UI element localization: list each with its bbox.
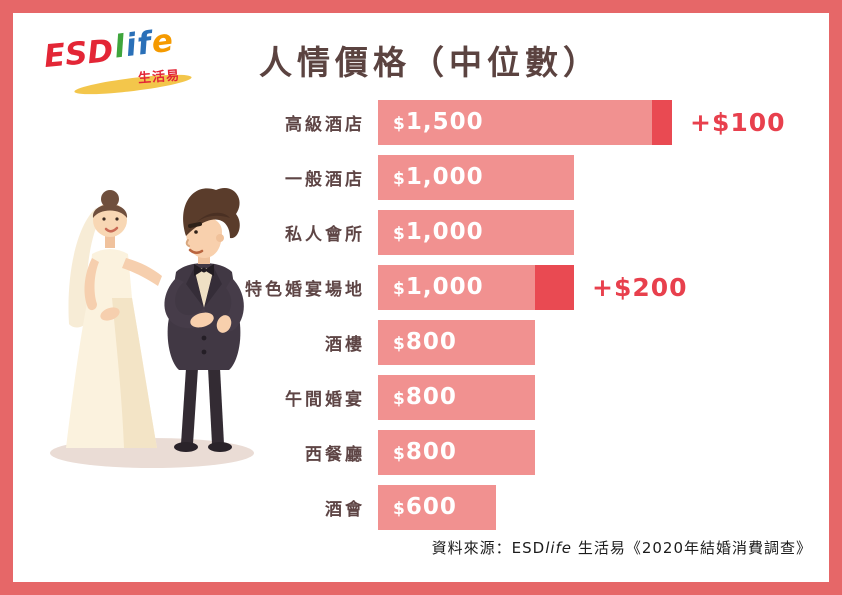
chart-rows: 高級酒店 $1,500 +$100 一般酒店 $1,000 私人會所 $1,000 特色婚宴場…	[0, 95, 842, 535]
amount-text: 800	[405, 384, 457, 410]
category-label: 西餐廳	[305, 445, 365, 465]
bar: $600	[378, 485, 496, 530]
amount-text: 800	[405, 439, 457, 465]
bar-value-label: $1,000	[378, 210, 484, 257]
amount-text: 1,500	[405, 109, 484, 135]
category-label: 酒樓	[325, 335, 365, 355]
bar-row: 午間婚宴 $800	[0, 370, 842, 425]
bar-row: 一般酒店 $1,000	[0, 150, 842, 205]
bar-row: 酒樓 $800	[0, 315, 842, 370]
bar-value-label: $800	[378, 430, 457, 477]
amount-text: 1,000	[405, 219, 484, 245]
category-label: 午間婚宴	[285, 390, 365, 410]
logo-life-text: life	[112, 22, 176, 66]
dollar-sign: $	[393, 444, 406, 464]
dollar-sign: $	[393, 499, 406, 519]
logo-esd-text: ESD	[42, 33, 115, 75]
bar-row: 特色婚宴場地 $1,000 +$200	[0, 260, 842, 315]
category-label: 特色婚宴場地	[245, 280, 365, 300]
increase-annotation: +$200	[592, 273, 688, 302]
amount-text: 1,000	[405, 274, 484, 300]
bar: $1,000	[378, 210, 574, 255]
source-note: 資料來源：ESDlife 生活易《2020年結婚消費調查》	[431, 539, 812, 557]
dollar-sign: $	[393, 389, 406, 409]
bar-value-label: $1,000	[378, 265, 484, 312]
bar-row: 酒會 $600	[0, 480, 842, 535]
bar: $800	[378, 320, 535, 365]
bar: $1,000	[378, 155, 574, 200]
dollar-sign: $	[393, 279, 406, 299]
category-label: 一般酒店	[285, 170, 365, 190]
bar-row: 高級酒店 $1,500 +$100	[0, 95, 842, 150]
dollar-sign: $	[393, 114, 406, 134]
bar-value-label: $1,000	[378, 155, 484, 202]
bride-groom-illustration	[36, 156, 274, 480]
category-label: 私人會所	[285, 225, 365, 245]
category-label: 高級酒店	[285, 115, 365, 135]
bar-value-label: $1,500	[378, 100, 484, 147]
bar-increase-segment	[534, 265, 574, 310]
bar: $1,500	[378, 100, 672, 145]
bar-value-label: $800	[378, 320, 457, 367]
amount-text: 1,000	[405, 164, 484, 190]
bar-increase-segment	[652, 100, 672, 145]
amount-text: 800	[405, 329, 457, 355]
dollar-sign: $	[393, 169, 406, 189]
bar-row: 私人會所 $1,000	[0, 205, 842, 260]
dollar-sign: $	[393, 334, 406, 354]
bar-value-label: $600	[378, 485, 457, 532]
esdlife-logo: ESD life 生活易	[42, 22, 214, 106]
increase-annotation: +$100	[690, 108, 786, 137]
bar-value-label: $800	[378, 375, 457, 422]
bar: $800	[378, 430, 535, 475]
dollar-sign: $	[393, 224, 406, 244]
bar: $1,000	[378, 265, 574, 310]
page-title: 人情價格（中位數）	[259, 43, 601, 82]
category-label: 酒會	[325, 500, 365, 520]
bar-row: 西餐廳 $800	[0, 425, 842, 480]
logo-tagline: 生活易	[137, 68, 181, 87]
bar: $800	[378, 375, 535, 420]
amount-text: 600	[405, 494, 457, 520]
